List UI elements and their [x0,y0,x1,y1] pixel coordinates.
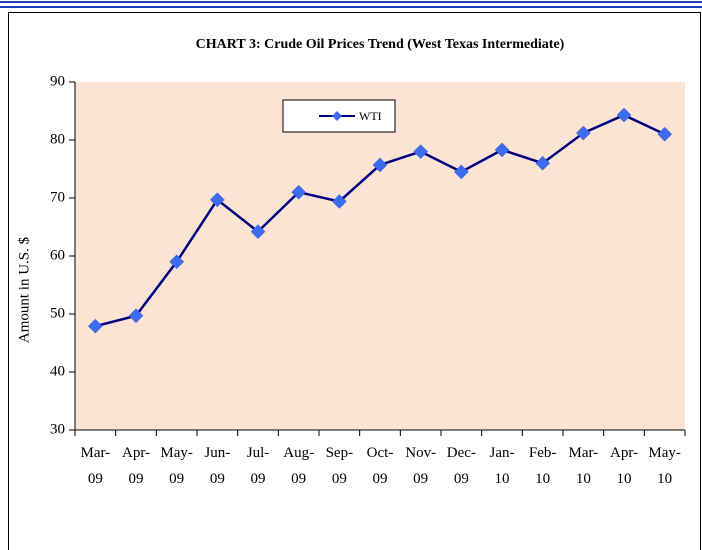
point-marker [331,194,347,209]
point-marker [169,254,185,270]
point-marker [128,308,144,324]
y-tick-label: 50 [50,305,65,321]
x-tick-label: May-10 [648,445,681,487]
x-tick-label: Oct-09 [366,445,394,487]
point-marker [209,192,225,208]
point-marker [657,126,673,142]
point-marker [453,164,469,180]
x-tick-label: Nov-09 [405,445,437,487]
y-tick-label: 90 [50,73,65,89]
y-tick-label: 80 [50,131,65,147]
y-tick-label: 70 [50,189,65,205]
point-marker [372,157,388,173]
chart-title: CHART 3: Crude Oil Prices Trend (West Te… [196,37,565,52]
point-marker [413,144,429,159]
point-marker [87,318,103,334]
x-tick-label: Dec-09 [446,445,476,487]
y-tick-label: 40 [50,363,65,379]
x-tick-label: Sep-09 [325,445,354,487]
y-axis-label: Amount in U.S. $ [16,236,32,343]
point-marker [616,107,632,123]
point-marker [535,155,551,171]
x-tick-label: Feb-10 [528,445,557,487]
point-marker [250,224,266,239]
y-tick-label: 30 [50,421,65,437]
x-tick-label: Mar-10 [568,445,599,487]
point-marker [291,184,307,200]
x-tick-label: Apr-10 [609,445,639,487]
x-tick-label: Jul-09 [246,445,270,487]
x-tick-label: Aug-09 [283,445,315,487]
x-tick-label: Mar-09 [80,445,111,487]
plot-area [75,82,685,430]
x-tick-label: May-09 [160,445,193,487]
chart-border [8,12,701,550]
legend-marker [332,111,342,121]
point-marker [494,142,510,158]
x-tick-label: Jun-09 [204,445,231,487]
point-marker [575,125,591,141]
x-tick-label: Apr-09 [121,445,151,487]
legend-label: WTI [359,109,382,123]
x-tick-label: Jan-10 [489,445,515,487]
y-tick-label: 60 [50,247,65,263]
